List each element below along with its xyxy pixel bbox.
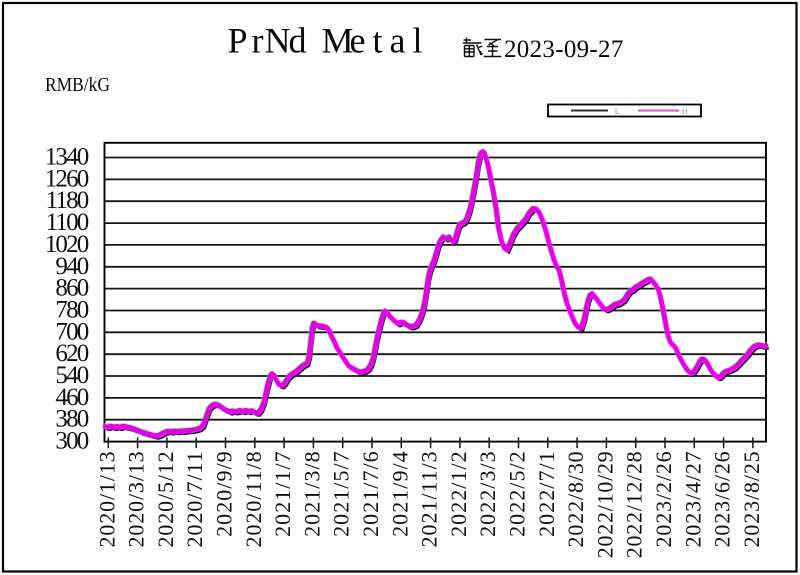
svg-text:N: N <box>265 21 291 61</box>
svg-text:700: 700 <box>55 318 88 345</box>
svg-text:620: 620 <box>55 340 88 367</box>
svg-text:d: d <box>289 21 307 61</box>
svg-text:2021/7/6: 2021/7/6 <box>358 451 383 537</box>
svg-text:RMB/kG: RMB/kG <box>45 74 110 96</box>
svg-text:2020/7/11: 2020/7/11 <box>182 452 207 548</box>
svg-text:2022/5/2: 2022/5/2 <box>505 452 530 537</box>
svg-text:2022/1/2: 2022/1/2 <box>446 452 471 537</box>
svg-text:2021/9/4: 2021/9/4 <box>387 451 412 537</box>
svg-text:2022/10/29: 2022/10/29 <box>592 451 617 558</box>
svg-text:460: 460 <box>55 384 88 411</box>
svg-text:940: 940 <box>55 253 88 280</box>
svg-text:300: 300 <box>55 428 88 455</box>
svg-text:860: 860 <box>55 275 88 302</box>
svg-text:380: 380 <box>55 406 88 433</box>
svg-text:M: M <box>321 21 353 61</box>
svg-text:540: 540 <box>55 362 88 389</box>
svg-text:2020/3/13: 2020/3/13 <box>124 451 149 547</box>
svg-text:2023/4/27: 2023/4/27 <box>680 451 705 547</box>
svg-text:t: t <box>372 21 382 61</box>
svg-text:2022/3/3: 2022/3/3 <box>475 451 500 537</box>
svg-text:2021/11/3: 2021/11/3 <box>417 451 442 547</box>
svg-text:1100: 1100 <box>46 209 89 236</box>
svg-text:2020/1/13: 2020/1/13 <box>94 451 119 547</box>
svg-text:2022/7/1: 2022/7/1 <box>534 452 559 537</box>
svg-text:2020/5/12: 2020/5/12 <box>153 452 178 548</box>
svg-text:a: a <box>390 21 406 61</box>
svg-text:L: L <box>615 107 620 116</box>
svg-text:2020/9/9: 2020/9/9 <box>212 451 237 537</box>
svg-text:1020: 1020 <box>45 231 89 258</box>
svg-text:2022/12/28: 2022/12/28 <box>622 451 647 558</box>
svg-text:2022/8/30: 2022/8/30 <box>563 451 588 547</box>
svg-text:r: r <box>252 21 264 61</box>
svg-text:H: H <box>682 107 688 116</box>
svg-text:2021/3/8: 2021/3/8 <box>299 451 324 537</box>
svg-text:780: 780 <box>55 297 88 324</box>
svg-text:2023/6/26: 2023/6/26 <box>710 451 735 547</box>
svg-text:2020/11/8: 2020/11/8 <box>241 451 266 547</box>
svg-text:1180: 1180 <box>46 187 89 214</box>
svg-text:2023/8/25: 2023/8/25 <box>739 451 764 547</box>
svg-text:2021/1/7: 2021/1/7 <box>270 451 295 537</box>
svg-text:2021/5/7: 2021/5/7 <box>329 451 354 537</box>
svg-text:2023/2/26: 2023/2/26 <box>651 451 676 547</box>
svg-text:1260: 1260 <box>45 165 89 192</box>
svg-text:e: e <box>350 21 366 61</box>
svg-text:1340: 1340 <box>45 144 89 171</box>
svg-text:P: P <box>227 21 247 61</box>
svg-text:l: l <box>412 21 422 61</box>
svg-text:2023-09-27: 2023-09-27 <box>504 36 624 63</box>
